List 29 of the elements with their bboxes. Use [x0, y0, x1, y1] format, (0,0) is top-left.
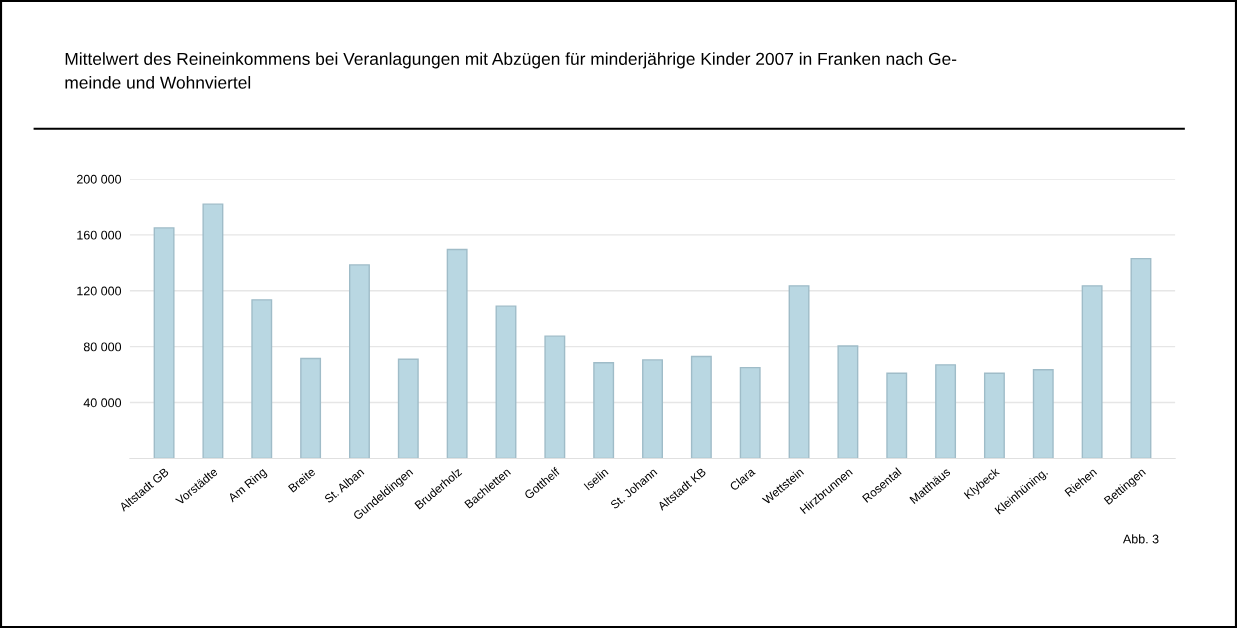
y-tick-label: 80 000	[83, 342, 122, 352]
bar	[642, 359, 663, 459]
bar	[446, 248, 468, 459]
bar	[1130, 257, 1152, 459]
bar	[886, 372, 908, 459]
bar	[788, 285, 810, 459]
bar	[1081, 285, 1103, 459]
bar	[690, 355, 712, 459]
bar	[935, 364, 957, 459]
caption: Abb. 3	[1122, 534, 1159, 544]
y-tick-label: 200 000	[77, 174, 122, 184]
bar	[739, 366, 761, 459]
y-tick-label: 40 000	[83, 398, 122, 408]
bar	[202, 203, 224, 459]
y-tick-label: 160 000	[77, 230, 122, 240]
chart-title: Mittelwert des Reineinkommens bei Veranlagungen mit Abzügen für minderjährige Kinder 2007 in Franken nach Ge- meinde und Wohnviertel	[65, 52, 957, 89]
bar	[593, 362, 615, 459]
bar	[397, 358, 419, 459]
bar	[495, 305, 517, 459]
bar	[153, 227, 175, 459]
bar	[1032, 369, 1054, 459]
bar	[348, 264, 370, 459]
bar	[837, 345, 859, 459]
bar	[300, 357, 322, 459]
bar	[544, 335, 566, 459]
x-tick-label: Am Ring	[227, 467, 269, 505]
y-tick-label: 120 000	[77, 286, 122, 296]
bar	[983, 372, 1005, 459]
bar	[251, 299, 273, 459]
